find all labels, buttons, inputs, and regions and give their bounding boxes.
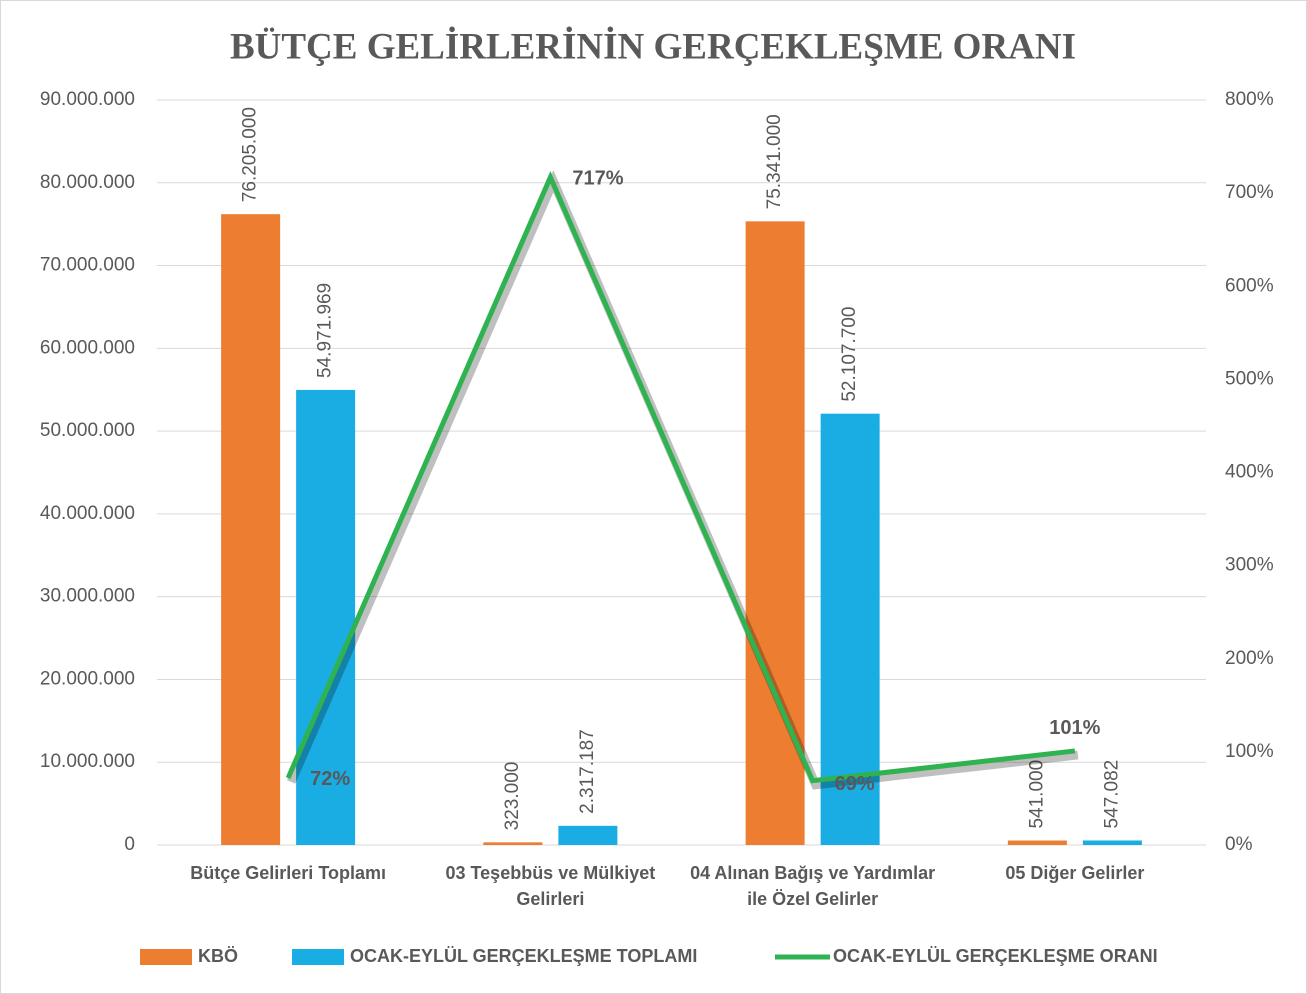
y-tick-label: 70.000.000 <box>40 255 135 276</box>
y-tick-label: 40.000.000 <box>40 503 135 524</box>
x-tick-label-box: 03 Teşebbüs ve Mülkiyet Gelirleri <box>445 863 656 909</box>
y-tick-label: 60.000.000 <box>40 337 135 358</box>
y-tick-label: 30.000.000 <box>40 586 135 607</box>
data-label: 76.205.000 <box>240 107 261 202</box>
legend-label: OCAK-EYLÜL GERÇEKLEŞME TOPLAMI <box>350 946 697 966</box>
data-label: 323.000 <box>502 762 523 831</box>
x-tick-label-box: 05 Diğer Gelirler <box>1005 863 1145 883</box>
line-data-label: 717% <box>572 168 623 190</box>
line-data-label: 69% <box>835 773 875 795</box>
x-tick-label: Bütçe Gelirleri Toplamı <box>190 863 386 883</box>
bar <box>296 389 356 845</box>
y-tick-label: 20.000.000 <box>40 668 135 689</box>
legend-swatch <box>140 949 192 965</box>
y2-tick-label: 800% <box>1225 89 1274 110</box>
line-data-label: 101% <box>1049 717 1100 739</box>
x-tick-label: 05 Diğer Gelirler <box>1005 863 1145 883</box>
y2-tick-label: 700% <box>1225 182 1274 203</box>
y2-tick-label: 600% <box>1225 275 1274 296</box>
data-label: 541.000 <box>1026 760 1047 829</box>
data-label: 75.341.000 <box>764 114 785 209</box>
y2-tick-label: 0% <box>1225 834 1253 855</box>
bar <box>1007 840 1067 845</box>
x-tick-label-box: 04 Alınan Bağış ve Yardımlar ile Özel Ge… <box>690 863 936 909</box>
legend-label: OCAK-EYLÜL GERÇEKLEŞME ORANI <box>833 946 1158 966</box>
legend-label: KBÖ <box>198 946 238 966</box>
data-label: 2.317.187 <box>577 729 598 814</box>
y-tick-label: 50.000.000 <box>40 420 135 441</box>
data-label: 547.082 <box>1101 760 1122 829</box>
line-data-label: 72% <box>310 768 350 790</box>
x-tick-label: 04 Alınan Bağış ve Yardımlar ile Özel Ge… <box>690 863 936 909</box>
y2-tick-label: 400% <box>1225 462 1274 483</box>
data-label: 54.971.969 <box>315 283 336 378</box>
legend-swatch <box>292 949 344 965</box>
bar <box>221 214 281 845</box>
y-tick-label: 90.000.000 <box>40 89 135 110</box>
y2-tick-label: 100% <box>1225 741 1274 762</box>
x-tick-label: 03 Teşebbüs ve Mülkiyet Gelirleri <box>445 863 656 909</box>
y2-tick-label: 300% <box>1225 555 1274 576</box>
data-label: 52.107.700 <box>839 307 860 402</box>
bar <box>745 221 805 846</box>
line <box>285 171 1076 784</box>
y-tick-label: 0 <box>124 834 135 855</box>
bar <box>558 825 618 845</box>
bar <box>483 842 543 845</box>
y2-tick-label: 500% <box>1225 368 1274 389</box>
x-tick-label-box: Bütçe Gelirleri Toplamı <box>190 863 386 883</box>
y-tick-label: 10.000.000 <box>40 751 135 772</box>
y-tick-label: 80.000.000 <box>40 172 135 193</box>
y2-tick-label: 200% <box>1225 648 1274 669</box>
bar <box>1082 840 1142 845</box>
chart-title: BÜTÇE GELİRLERİNİN GERÇEKLEŞME ORANI <box>230 25 1076 67</box>
